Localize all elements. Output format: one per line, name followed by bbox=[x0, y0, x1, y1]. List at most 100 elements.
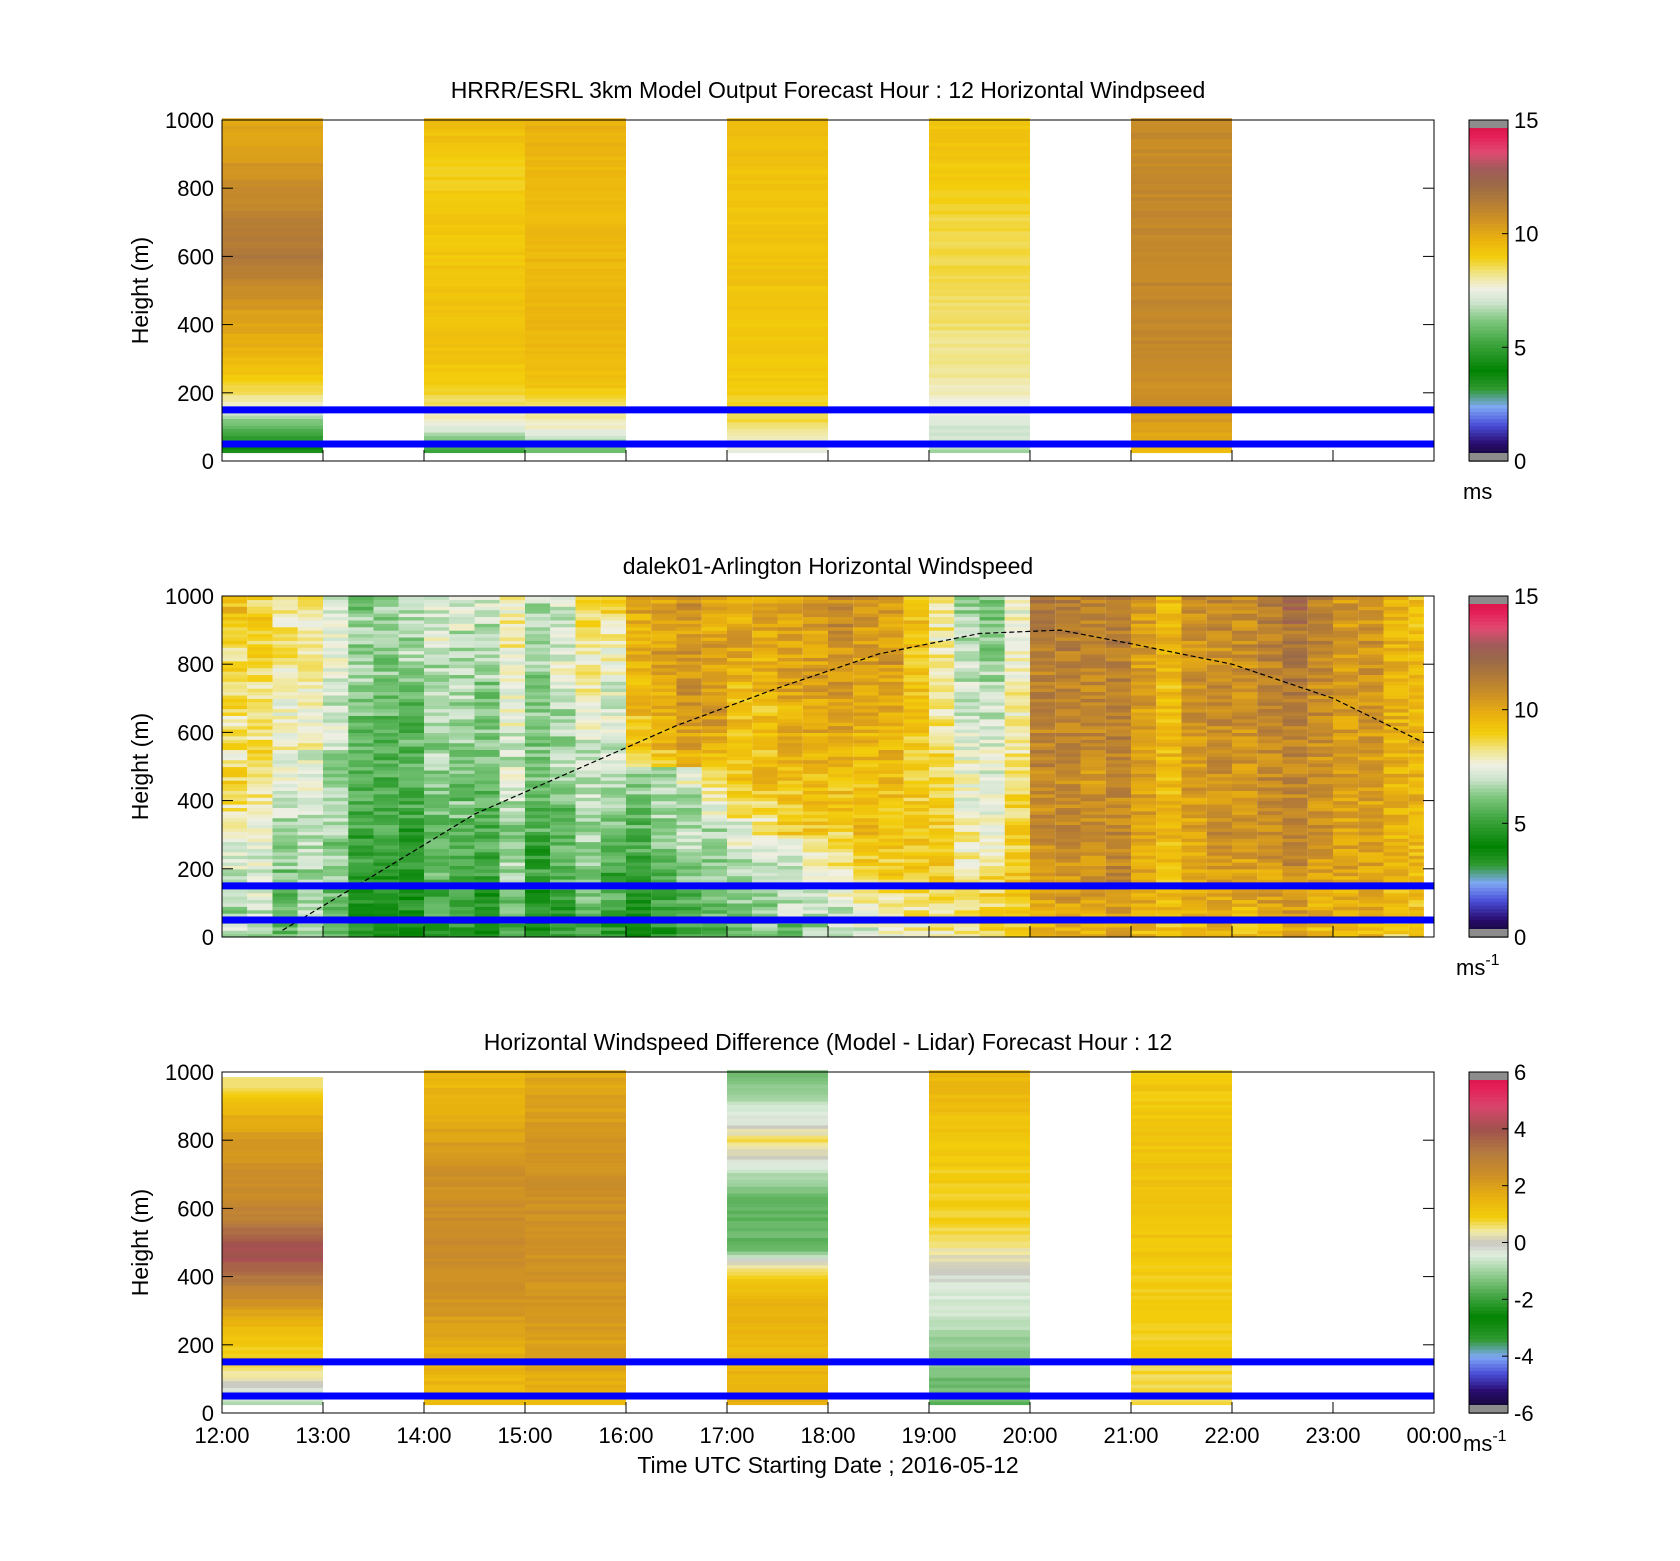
heatmap-cell bbox=[424, 370, 525, 375]
heatmap-cell bbox=[903, 694, 929, 699]
heatmap-cell bbox=[1030, 664, 1056, 669]
heatmap-cell bbox=[676, 773, 702, 778]
heatmap-cell bbox=[727, 742, 753, 747]
heatmap-cell bbox=[954, 718, 980, 723]
heatmap-cell bbox=[323, 752, 349, 757]
heatmap-cell bbox=[651, 671, 677, 676]
heatmap-cell bbox=[1004, 913, 1030, 918]
heatmap-cell bbox=[247, 786, 273, 791]
heatmap-cell bbox=[600, 657, 626, 662]
heatmap-cell bbox=[1004, 868, 1030, 873]
heatmap-cell bbox=[575, 889, 601, 894]
heatmap-cell bbox=[1105, 746, 1131, 751]
colorbar-swatch bbox=[1469, 251, 1508, 256]
heatmap-cell bbox=[348, 616, 374, 621]
heatmap-cell bbox=[1181, 879, 1207, 884]
heatmap-cell bbox=[449, 892, 475, 897]
heatmap-cell bbox=[752, 821, 778, 826]
heatmap-cell bbox=[828, 667, 854, 672]
heatmap-cell bbox=[550, 827, 576, 832]
heatmap-cell bbox=[222, 701, 248, 706]
heatmap-cell bbox=[575, 865, 601, 870]
heatmap-cell bbox=[424, 210, 525, 215]
heatmap-cell bbox=[752, 619, 778, 624]
heatmap-cell bbox=[323, 739, 349, 744]
heatmap-cell bbox=[297, 609, 323, 614]
heatmap-cell bbox=[247, 643, 273, 648]
heatmap-cell bbox=[550, 609, 576, 614]
heatmap-cell bbox=[222, 660, 248, 665]
heatmap-cell bbox=[903, 735, 929, 740]
heatmap-cell bbox=[474, 742, 500, 747]
heatmap-cell bbox=[424, 285, 525, 290]
heatmap-cell bbox=[1004, 701, 1030, 706]
heatmap-cell bbox=[1055, 872, 1081, 877]
heatmap-cell bbox=[727, 125, 828, 130]
heatmap-cell bbox=[1055, 694, 1081, 699]
heatmap-cell bbox=[903, 769, 929, 774]
heatmap-cell bbox=[1206, 599, 1232, 604]
heatmap-cell bbox=[802, 896, 828, 901]
heatmap-cell bbox=[1131, 278, 1232, 283]
heatmap-cell bbox=[1080, 926, 1106, 931]
heatmap-cell bbox=[222, 268, 323, 273]
heatmap-cell bbox=[727, 138, 828, 143]
heatmap-cell bbox=[929, 418, 1030, 423]
heatmap-cell bbox=[626, 844, 652, 849]
heatmap-cell bbox=[802, 838, 828, 843]
heatmap-cell bbox=[626, 636, 652, 641]
heatmap-cell bbox=[828, 660, 854, 665]
heatmap-cell bbox=[979, 776, 1005, 781]
heatmap-cell bbox=[449, 677, 475, 682]
heatmap-cell bbox=[222, 271, 323, 276]
heatmap-cell bbox=[398, 797, 424, 802]
heatmap-cell bbox=[398, 626, 424, 631]
heatmap-cell bbox=[903, 630, 929, 635]
heatmap-cell bbox=[802, 623, 828, 628]
heatmap-cell bbox=[1055, 861, 1081, 866]
heatmap-cell bbox=[525, 329, 626, 334]
heatmap-cell bbox=[752, 725, 778, 730]
heatmap-cell bbox=[929, 619, 955, 624]
heatmap-cell bbox=[903, 650, 929, 655]
heatmap-cell bbox=[247, 858, 273, 863]
heatmap-cell bbox=[1080, 596, 1106, 601]
heatmap-cell bbox=[929, 868, 955, 873]
heatmap-cell bbox=[979, 749, 1005, 754]
heatmap-cell bbox=[575, 739, 601, 744]
heatmap-cell bbox=[222, 756, 248, 761]
heatmap-cell bbox=[1131, 861, 1157, 866]
heatmap-cell bbox=[1232, 810, 1258, 815]
heatmap-cell bbox=[1156, 677, 1182, 682]
heatmap-cell bbox=[878, 599, 904, 604]
heatmap-cell bbox=[222, 247, 323, 252]
heatmap-cell bbox=[929, 384, 1030, 389]
heatmap-cell bbox=[449, 834, 475, 839]
heatmap-cell bbox=[323, 640, 349, 645]
heatmap-cell bbox=[954, 616, 980, 621]
heatmap-cell bbox=[1080, 715, 1106, 720]
heatmap-cell bbox=[1282, 769, 1308, 774]
heatmap-cell bbox=[449, 797, 475, 802]
heatmap-cell bbox=[247, 664, 273, 669]
heatmap-cell bbox=[954, 742, 980, 747]
heatmap-cell bbox=[802, 718, 828, 723]
heatmap-cell bbox=[550, 613, 576, 618]
heatmap-cell bbox=[954, 773, 980, 778]
heatmap-cell bbox=[1156, 616, 1182, 621]
heatmap-cell bbox=[903, 851, 929, 856]
heatmap-cell bbox=[651, 599, 677, 604]
heatmap-cell bbox=[802, 742, 828, 747]
heatmap-cell bbox=[777, 861, 803, 866]
heatmap-cell bbox=[626, 810, 652, 815]
heatmap-cell bbox=[1181, 684, 1207, 689]
heatmap-cell bbox=[348, 797, 374, 802]
heatmap-cell bbox=[1206, 810, 1232, 815]
heatmap-cell bbox=[802, 698, 828, 703]
heatmap-cell bbox=[777, 660, 803, 665]
heatmap-cell bbox=[878, 804, 904, 809]
heatmap-cell bbox=[929, 322, 1030, 327]
heatmap-cell bbox=[575, 728, 601, 733]
heatmap-cell bbox=[802, 834, 828, 839]
heatmap-cell bbox=[1131, 247, 1232, 252]
